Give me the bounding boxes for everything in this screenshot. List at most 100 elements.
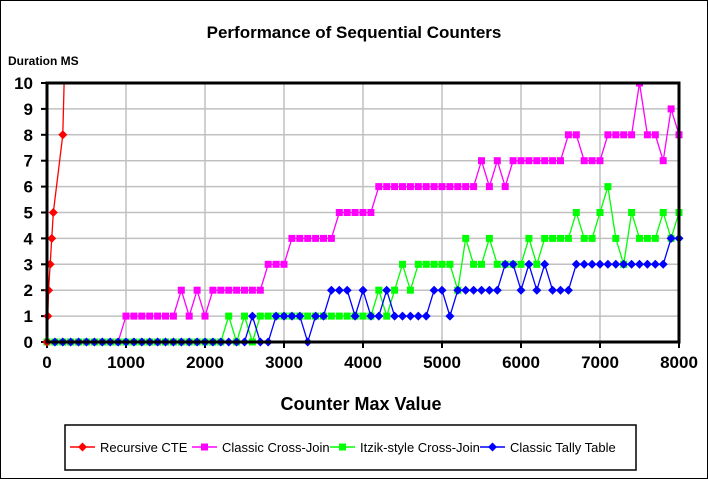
data-point [225, 286, 233, 294]
data-point [358, 285, 368, 295]
data-point [320, 234, 327, 242]
data-point [596, 209, 604, 216]
data-point [241, 312, 248, 320]
data-point [264, 260, 272, 268]
data-point [541, 234, 549, 242]
data-point [517, 157, 525, 165]
data-point [587, 259, 597, 269]
data-point [595, 259, 605, 269]
data-point [58, 130, 68, 140]
data-point [225, 312, 233, 320]
data-point [122, 312, 130, 320]
legend-item: Classic Tally Table [480, 440, 616, 455]
series-classic-tally-table [42, 233, 684, 347]
data-point [169, 312, 177, 320]
data-point [517, 260, 525, 268]
data-point [501, 183, 509, 191]
x-tick-label: 7000 [581, 353, 619, 372]
y-tick-label: 8 [24, 126, 33, 145]
data-point [572, 209, 580, 216]
data-point [177, 286, 185, 294]
data-point [454, 183, 462, 191]
data-point [287, 311, 297, 321]
data-point [485, 234, 493, 242]
data-point [446, 183, 454, 191]
data-point [651, 131, 659, 139]
data-point [588, 234, 596, 242]
data-point [588, 157, 596, 165]
data-point [549, 157, 557, 165]
data-point [405, 311, 415, 321]
data-point [327, 312, 335, 320]
data-point [256, 312, 264, 320]
data-point [185, 312, 193, 320]
data-point [201, 312, 209, 320]
data-point [659, 209, 667, 216]
data-point [572, 131, 580, 139]
data-point [391, 286, 399, 294]
data-point [477, 285, 486, 295]
data-point [596, 157, 604, 165]
data-point [446, 260, 454, 268]
data-point [493, 260, 501, 268]
data-point [382, 285, 392, 295]
legend-label: Recursive CTE [100, 440, 188, 455]
x-tick-label: 0 [42, 353, 51, 372]
x-axis-label: Counter Max Value [280, 394, 441, 414]
data-point [628, 131, 636, 139]
data-point [146, 312, 154, 320]
data-point [628, 209, 636, 216]
data-point [271, 311, 281, 321]
data-point [580, 234, 588, 242]
data-point [233, 286, 241, 294]
data-point [398, 311, 407, 321]
legend-label: Classic Cross-Join [222, 440, 330, 455]
x-tick-label: 1000 [107, 353, 145, 372]
y-tick-label: 2 [24, 281, 33, 300]
data-point [580, 157, 588, 165]
legend-marker [339, 443, 346, 451]
data-point [209, 286, 217, 294]
x-tick-label: 8000 [660, 353, 698, 372]
data-point [563, 285, 573, 295]
data-point [343, 209, 351, 216]
data-point [619, 259, 629, 269]
data-point [351, 209, 359, 216]
data-point [469, 285, 479, 295]
data-point [422, 260, 430, 268]
data-point [500, 259, 510, 269]
data-point [295, 311, 305, 321]
data-point [44, 285, 54, 295]
data-point [557, 157, 564, 165]
data-point [659, 157, 667, 165]
legend-marker [201, 443, 208, 451]
data-point [478, 260, 485, 268]
chart-title: Performance of Sequential Counters [207, 23, 502, 42]
axes [45, 81, 681, 344]
data-point [296, 234, 304, 242]
y-tick-label: 7 [24, 152, 33, 171]
data-point [462, 234, 470, 242]
data-point [193, 286, 201, 294]
y-tick-label: 1 [24, 307, 33, 326]
data-point [470, 260, 478, 268]
data-point [604, 131, 612, 139]
data-point [461, 285, 471, 295]
x-tick-label: 3000 [265, 353, 303, 372]
data-point [603, 259, 613, 269]
data-point [406, 286, 414, 294]
data-point [564, 234, 572, 242]
data-point [399, 183, 406, 191]
data-point [643, 131, 651, 139]
y-tick-label: 5 [24, 204, 33, 223]
data-point [312, 234, 320, 242]
data-point [651, 234, 659, 242]
data-point [430, 183, 438, 191]
data-point [493, 157, 501, 165]
data-point [350, 311, 360, 321]
gridlines [47, 83, 679, 342]
data-point [366, 311, 376, 321]
data-point [650, 259, 660, 269]
data-point [288, 234, 296, 242]
y-tick-label: 9 [24, 100, 33, 119]
